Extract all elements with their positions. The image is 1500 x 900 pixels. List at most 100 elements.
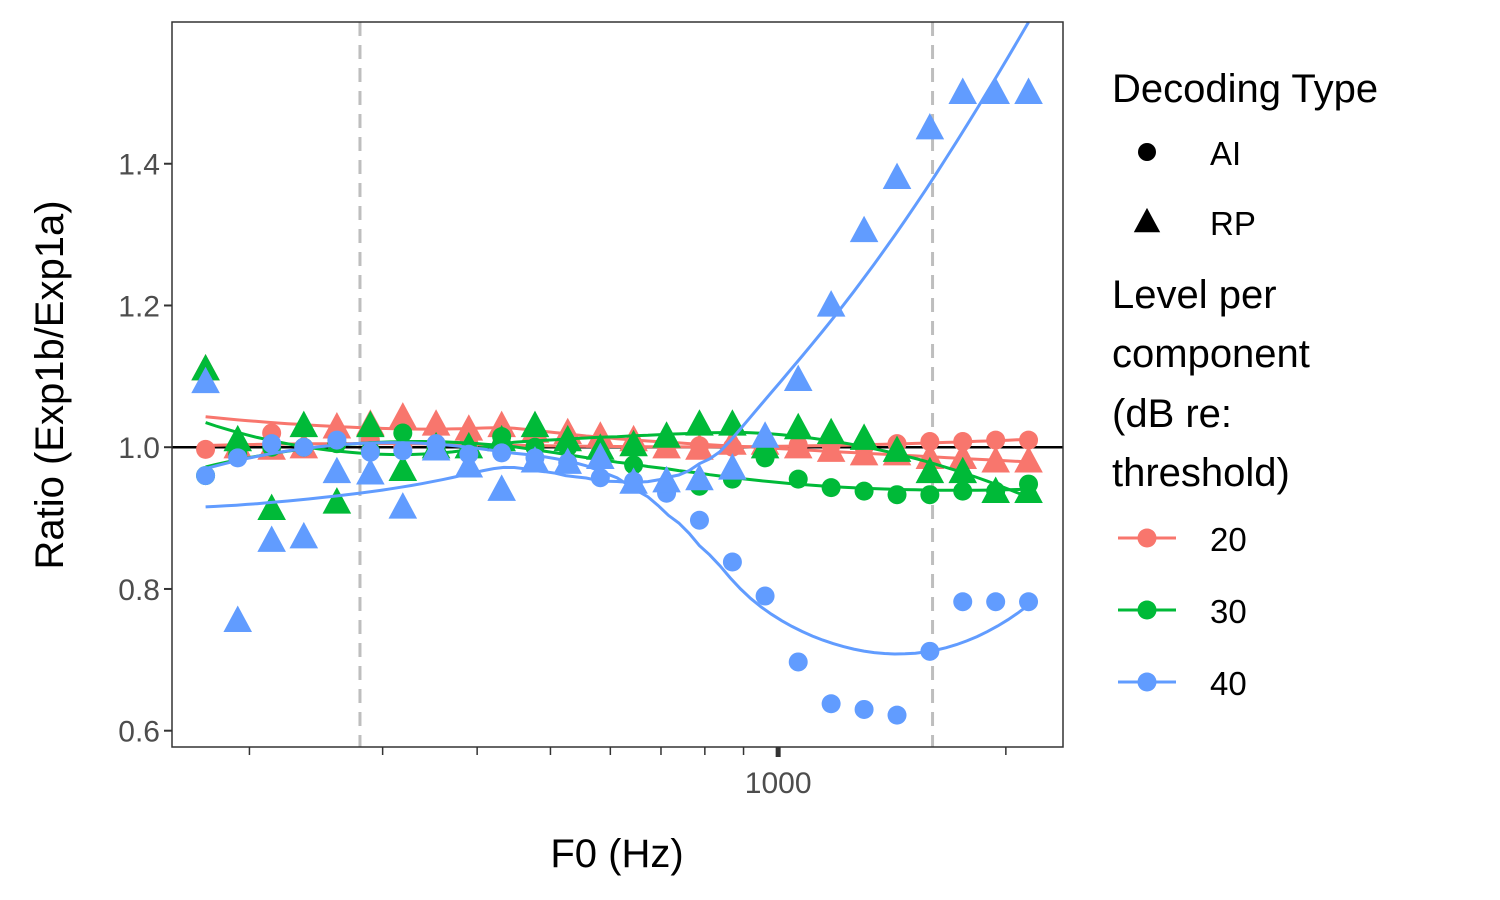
data-point-circle: [887, 485, 907, 505]
x-axis-title: F0 (Hz): [550, 832, 683, 876]
data-point-circle: [953, 592, 973, 612]
data-point-triangle: [915, 442, 945, 469]
data-point-triangle: [454, 451, 484, 478]
y-tick-label: 1.2: [118, 290, 160, 323]
legend-color-items: 20 30 40: [1118, 521, 1247, 702]
data-point-triangle: [783, 364, 813, 392]
data-point-triangle: [849, 438, 879, 466]
y-axis-title: Ratio (Exp1b/Exp1a): [28, 200, 72, 569]
data-point-triangle: [685, 433, 714, 460]
data-point-triangle: [816, 290, 846, 317]
data-point-triangle: [652, 465, 681, 493]
data-point-triangle: [685, 463, 714, 491]
data-point-circle: [755, 586, 775, 606]
legend: Decoding Type AI RP Level per component (…: [1112, 67, 1378, 702]
y-tick-label: 0.8: [118, 574, 160, 607]
legend-color-label: 20: [1210, 521, 1247, 558]
data-point-triangle: [322, 456, 352, 484]
legend-shape-label: AI: [1210, 135, 1241, 172]
data-point-triangle: [223, 424, 253, 452]
legend-shape-title: Decoding Type: [1112, 67, 1378, 111]
data-point-triangle: [553, 424, 583, 452]
data-point-triangle: [553, 447, 583, 474]
data-point-circle: [689, 510, 709, 530]
data-point-triangle: [388, 402, 418, 429]
data-point-triangle: [322, 487, 352, 514]
data-point-triangle: [322, 412, 352, 439]
data-point-triangle: [586, 442, 615, 469]
y-tick-label: 0.6: [118, 716, 160, 749]
data-point-circle: [953, 481, 973, 501]
data-point-triangle: [619, 429, 648, 457]
x-tick-label: 1000: [745, 767, 812, 800]
legend-color-title-line-3: (dB re:: [1112, 392, 1232, 436]
legend-color-title-line-4: threshold): [1112, 451, 1290, 495]
data-point-triangle: [948, 442, 978, 469]
data-point-circle: [788, 652, 808, 672]
legend-color-label: 40: [1210, 665, 1247, 702]
data-point-triangle: [783, 412, 813, 440]
data-point-circle: [228, 448, 248, 468]
legend-key-triangle: [1133, 207, 1161, 233]
series-40-RP: [191, 21, 1043, 632]
legend-key-dot: [1137, 528, 1157, 548]
data-point-triangle: [487, 424, 516, 452]
data-point-circle: [821, 478, 841, 498]
data-point-triangle: [981, 476, 1010, 503]
data-point-triangle: [257, 525, 286, 552]
data-point-circle: [821, 694, 841, 714]
legend-shape-items: AI RP: [1133, 135, 1256, 242]
data-point-triangle: [520, 410, 550, 438]
axes: 0.6 0.8 1.0 1.2 1.4 1000: [118, 149, 1007, 800]
data-point-circle: [492, 443, 512, 463]
data-point-triangle: [750, 421, 780, 448]
legend-color-label: 30: [1210, 593, 1247, 630]
data-point-circle: [1019, 592, 1039, 612]
data-point-circle: [722, 552, 742, 572]
data-point-circle: [1019, 430, 1039, 450]
data-point-triangle: [454, 414, 484, 441]
data-point-triangle: [981, 77, 1010, 104]
data-point-circle: [986, 430, 1006, 450]
data-point-triangle: [915, 112, 945, 140]
data-point-circle: [854, 481, 874, 501]
data-point-triangle: [223, 605, 253, 632]
legend-key-dot: [1137, 600, 1157, 620]
data-point-triangle: [652, 421, 681, 448]
data-point-triangle: [816, 417, 846, 445]
legend-key-dot: [1137, 672, 1157, 692]
data-point-circle: [393, 441, 413, 461]
trend-line-40-RP: [205, 21, 1030, 509]
data-point-triangle: [289, 410, 319, 438]
data-point-triangle: [356, 458, 385, 485]
legend-key-circle: [1138, 143, 1156, 161]
data-point-triangle: [356, 410, 385, 438]
data-point-triangle: [981, 446, 1010, 473]
panel-border: [171, 21, 1064, 748]
data-point-triangle: [1014, 446, 1043, 473]
data-point-circle: [854, 699, 874, 719]
data-point-triangle: [421, 409, 451, 436]
legend-color-title-line-1: Level per: [1112, 273, 1277, 317]
data-point-circle: [953, 432, 973, 452]
data-point-triangle: [948, 77, 978, 104]
data-point-circle: [920, 432, 940, 452]
data-point-circle: [294, 437, 314, 457]
data-point-triangle: [520, 446, 550, 473]
legend-shape-label: RP: [1210, 205, 1256, 242]
data-point-triangle: [685, 409, 714, 436]
data-point-triangle: [388, 492, 418, 519]
data-point-circle: [920, 641, 940, 661]
data-point-triangle: [882, 162, 912, 190]
data-point-triangle: [619, 467, 648, 494]
data-point-circle: [393, 423, 413, 443]
data-point-triangle: [1014, 476, 1043, 503]
data-point-triangle: [816, 435, 846, 462]
data-point-triangle: [783, 431, 813, 459]
data-point-triangle: [388, 454, 418, 482]
y-tick-label: 1.0: [118, 432, 160, 465]
data-point-circle: [360, 442, 380, 462]
data-point-circle: [887, 705, 907, 725]
data-point-circle: [196, 439, 216, 459]
